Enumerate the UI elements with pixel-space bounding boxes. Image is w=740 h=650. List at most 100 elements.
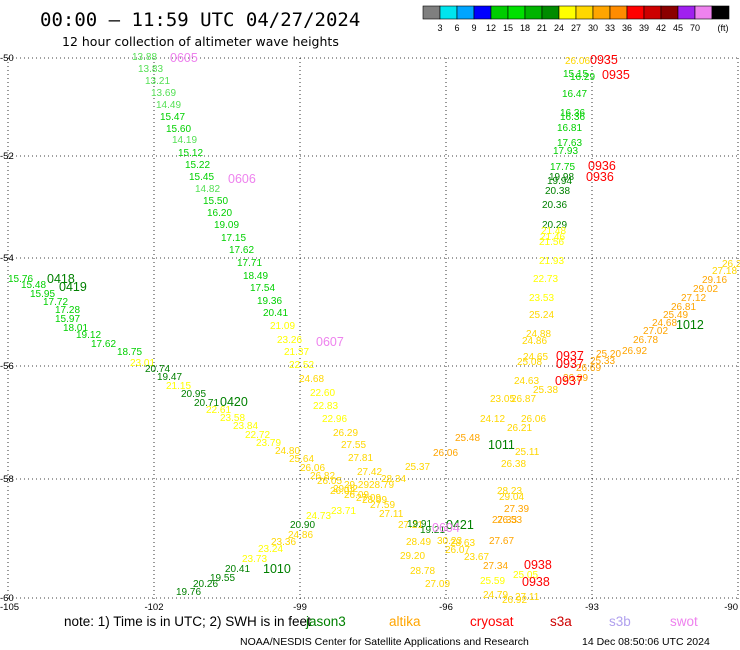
swh-label: 15.95	[30, 289, 55, 300]
swh-label: 19.36	[257, 296, 282, 307]
legend-tick-label: 36	[622, 23, 632, 33]
swh-label: 27.21	[398, 520, 423, 531]
pass-time-label: 0605	[170, 51, 198, 65]
swh-label: 26.87	[511, 394, 536, 405]
swh-label: 27.18	[712, 266, 737, 277]
legend-tick-label: 70	[690, 23, 700, 33]
swh-label: 17.54	[250, 283, 275, 294]
pass-time-label: 0937	[556, 349, 584, 363]
swh-label: 20.41	[225, 564, 250, 575]
swh-label: 26.29	[333, 428, 358, 439]
swh-label: 26.92	[622, 346, 647, 357]
legend-tick-label: 30	[588, 23, 598, 33]
swh-label: 29.16	[702, 275, 727, 286]
swh-label: 23.26	[277, 335, 302, 346]
swh-label: 13.88	[132, 52, 157, 63]
swh-label: 28.09	[362, 495, 387, 506]
swh-label: 24.86	[522, 336, 547, 347]
swh-label: 26.21	[722, 259, 740, 270]
legend-swatch	[694, 5, 713, 20]
swh-label: 24.68	[652, 318, 677, 329]
swh-label: 20.74	[145, 364, 170, 375]
swh-label: 20.29	[542, 220, 567, 231]
swh-label: 27.39	[504, 504, 529, 515]
swh-label: 28.34	[381, 474, 406, 485]
swh-label: 26.78	[633, 335, 658, 346]
swh-observations: 13.8813.8313.2113.6914.4915.4715.6014.19…	[0, 0, 740, 606]
swh-label: 17.62	[229, 245, 254, 256]
latitude-tick-label: -58	[0, 474, 14, 485]
swh-label: 19.91	[407, 519, 432, 530]
swh-label: 25.24	[529, 310, 554, 321]
swh-label: 21.46	[540, 232, 565, 243]
swh-label: 20.71	[194, 398, 219, 409]
swh-label: 19.94	[547, 176, 572, 187]
legend-swatch	[575, 5, 594, 20]
swh-label: 25.08	[517, 357, 542, 368]
legend-tick-label: 6	[454, 23, 459, 33]
swh-label: 16.36	[560, 112, 585, 123]
swh-label: 15.12	[178, 148, 203, 159]
swh-label: 20.26	[193, 579, 218, 590]
pass-time-label: 0419	[59, 280, 87, 294]
swh-label: 19.09	[214, 220, 239, 231]
swh-label: 25.33	[590, 356, 615, 367]
pass-time-label: 0936	[586, 170, 614, 184]
swh-label: 23.79	[256, 438, 281, 449]
swh-label: 26.06	[433, 448, 458, 459]
swh-label: 17.62	[91, 339, 116, 350]
swh-label: 27.67	[489, 536, 514, 547]
legend-swatch	[643, 5, 662, 20]
swh-label: 22.60	[310, 388, 335, 399]
legend-tick-label: 21	[537, 23, 547, 33]
swh-label: 27.12	[681, 293, 706, 304]
swh-label: 25.20	[596, 349, 621, 360]
mission-swot: swot	[670, 614, 698, 629]
swh-label: 15.97	[55, 314, 80, 325]
swh-label: 21.09	[270, 321, 295, 332]
swh-label: 15.50	[203, 196, 228, 207]
legend-swatch	[558, 5, 577, 20]
longitude-tick-label: -90	[724, 602, 738, 613]
swh-label: 23.58	[220, 413, 245, 424]
legend-tick-label: 18	[520, 23, 530, 33]
longitude-tick-label: -96	[439, 602, 453, 613]
swh-label: 26.53	[497, 515, 522, 526]
pass-time-label: 0604	[432, 521, 460, 535]
pass-time-label: 0937	[555, 374, 583, 388]
pass-time-label: 0935	[590, 53, 618, 67]
legend-swatch	[422, 5, 441, 20]
swh-label: 22.73	[533, 274, 558, 285]
swh-label: 13.83	[138, 64, 163, 75]
swh-label: 27.34	[483, 561, 508, 572]
swh-label: 27.09	[356, 493, 381, 504]
legend-tick-label: 12	[486, 23, 496, 33]
mission-legend: jason3 altika cryosat s3a s3b swot	[305, 614, 698, 629]
legend-tick-label: 24	[554, 23, 564, 33]
legend-swatch	[660, 5, 679, 20]
swh-label: 17.71	[237, 258, 262, 269]
swh-label: 25.64	[289, 454, 314, 465]
swh-label: 16.29	[570, 72, 595, 83]
longitude-tick-label: -99	[293, 602, 307, 613]
swh-label: 14.19	[172, 135, 197, 146]
swh-label: 26.07	[445, 545, 470, 556]
swh-label: 24.68	[299, 374, 324, 385]
legend-swatch	[677, 5, 696, 20]
swh-label: 16.47	[562, 89, 587, 100]
mission-cryosat: cryosat	[470, 614, 514, 629]
swh-label: 26.06	[565, 56, 590, 67]
legend-tick-label: 42	[656, 23, 666, 33]
legend-tick-label: 45	[673, 23, 683, 33]
swh-label: 15.47	[160, 112, 185, 123]
swh-label: 17.75	[550, 162, 575, 173]
swh-label: 26.69	[576, 363, 601, 374]
swh-label: 28.63	[450, 538, 475, 549]
swh-label: 27.11	[379, 509, 404, 520]
swh-label: 13.21	[145, 76, 170, 87]
swh-label: 16.36	[560, 108, 585, 119]
swh-label: 17.28	[55, 305, 80, 316]
swh-label: 26.21	[507, 423, 532, 434]
swh-label: 26.09	[344, 490, 369, 501]
